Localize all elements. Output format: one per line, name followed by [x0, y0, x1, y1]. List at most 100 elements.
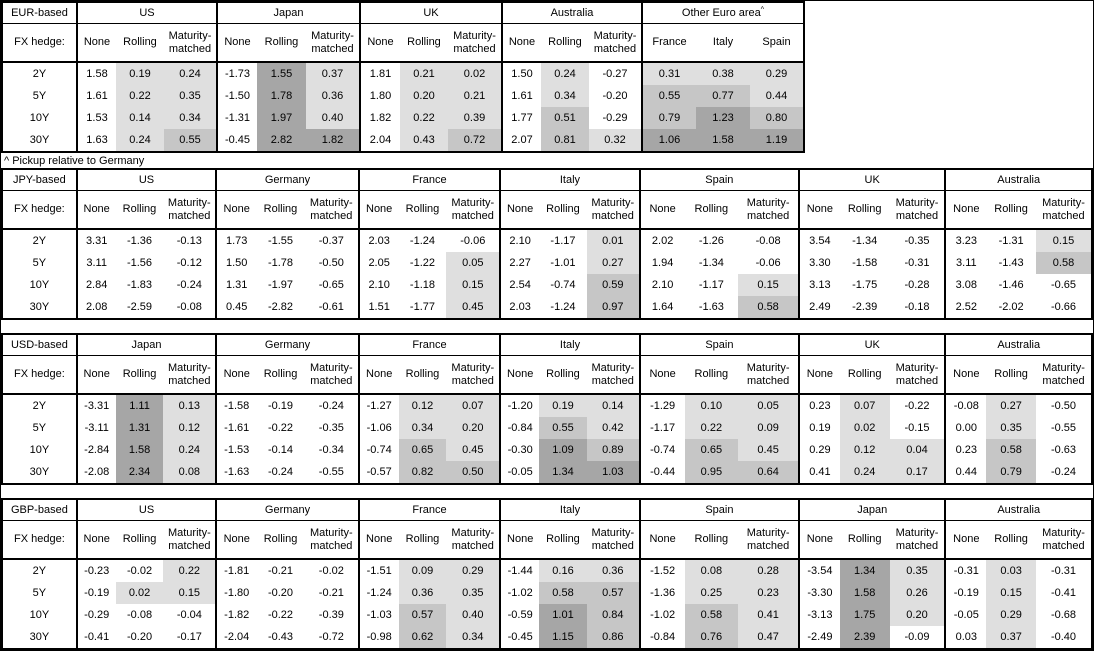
value-cell: -1.56	[115, 252, 164, 274]
eur-based-table-container: EUR-based US Japan UK Australia Other Euro ar…	[1, 1, 1093, 153]
value-cell: -1.31	[216, 107, 257, 129]
value-cell: -1.43	[986, 252, 1036, 274]
value-cell: 2.84	[75, 274, 116, 296]
hedge-col-header: None	[215, 190, 257, 230]
value-cell: -0.23	[75, 559, 116, 582]
value-cell: -0.21	[256, 559, 305, 582]
value-cell: 3.54	[797, 229, 840, 252]
hedge-col-header: None	[75, 355, 116, 395]
hedge-col-header: Maturity-matched	[163, 355, 217, 395]
value-cell: 0.15	[986, 582, 1037, 604]
value-cell: -1.17	[539, 229, 587, 252]
value-cell: 0.58	[986, 439, 1037, 461]
group-header: US	[76, 2, 217, 24]
eur-based-table: EUR-based US Japan UK Australia Other Euro ar…	[1, 1, 805, 153]
hedge-col-header: Italy	[696, 23, 750, 63]
value-cell: -1.77	[398, 296, 447, 319]
value-cell: -1.03	[357, 604, 399, 626]
hedge-col-header: None	[944, 520, 987, 560]
hedge-col-header: None	[798, 355, 840, 395]
value-cell: -0.43	[256, 626, 305, 649]
value-cell: -0.20	[589, 85, 642, 107]
value-cell: 0.35	[446, 582, 501, 604]
value-cell: -2.49	[798, 626, 840, 649]
value-cell: -0.84	[638, 626, 685, 649]
value-cell: 0.03	[944, 626, 987, 649]
value-cell: 0.44	[944, 461, 987, 484]
hedge-col-header: None	[357, 355, 399, 395]
value-cell: 2.34	[115, 461, 164, 484]
hedge-col-header: Maturity-matched	[164, 23, 217, 63]
hedge-col-header: Rolling	[116, 23, 164, 63]
value-cell: 0.24	[164, 62, 217, 85]
value-cell: -0.27	[589, 62, 642, 85]
value-cell: 0.36	[306, 85, 360, 107]
value-cell: -1.75	[839, 274, 890, 296]
value-cell: 3.11	[944, 252, 987, 274]
value-cell: -0.08	[738, 229, 799, 252]
hedge-col-header: Maturity-matched	[586, 520, 640, 560]
value-cell: -0.15	[889, 417, 946, 439]
value-cell: -0.22	[889, 394, 946, 417]
row-label: 5Y	[32, 256, 47, 269]
hedge-col-header: Maturity-matched	[889, 520, 946, 560]
value-cell: -0.08	[115, 604, 164, 626]
group-header: US	[75, 169, 217, 191]
value-cell: 0.51	[541, 107, 589, 129]
value-cell: 0.55	[539, 417, 587, 439]
group-header: Japan	[216, 2, 360, 24]
value-cell: -1.78	[256, 252, 305, 274]
value-cell: 1.06	[641, 129, 696, 152]
value-cell: -1.34	[839, 229, 890, 252]
group-header: Spain	[638, 169, 799, 191]
group-header: Italy	[499, 169, 640, 191]
hedge-col-header: None	[216, 23, 257, 63]
value-cell: -0.05	[499, 461, 540, 484]
hedge-col-header: None	[499, 355, 540, 395]
value-cell: 1.58	[115, 439, 164, 461]
jpy-based-table-container: JPY-based US Germany France Italy Spain UK Aust…	[1, 168, 1093, 320]
row-label: 10Y	[29, 278, 50, 291]
value-cell: 1.01	[539, 604, 587, 626]
hedge-col-header: Rolling	[684, 190, 739, 230]
value-cell: 0.00	[944, 417, 987, 439]
value-cell: 1.78	[257, 85, 306, 107]
value-cell: -0.14	[256, 439, 305, 461]
value-cell: 0.19	[539, 394, 587, 417]
value-cell: 0.19	[116, 62, 164, 85]
value-cell: 0.34	[541, 85, 589, 107]
group-header: Germany	[215, 169, 359, 191]
hedge-col-header: None	[357, 520, 399, 560]
spacer	[1, 485, 1093, 498]
hedge-col-header: Maturity-matched	[589, 23, 642, 63]
value-cell: 0.23	[798, 394, 840, 417]
value-cell: 1.19	[750, 129, 804, 152]
value-cell: 0.62	[398, 626, 447, 649]
hedge-col-header: Maturity-matched	[1036, 190, 1092, 230]
value-cell: -1.51	[357, 559, 399, 582]
value-cell: 0.29	[750, 62, 804, 85]
value-cell: 1.61	[76, 85, 116, 107]
value-cell: -1.52	[638, 559, 685, 582]
value-cell: 0.57	[398, 604, 447, 626]
hedge-col-header: Rolling	[839, 190, 890, 230]
value-cell: -1.26	[684, 229, 739, 252]
hedge-col-header: Maturity-matched	[163, 190, 217, 230]
value-cell: 0.79	[641, 107, 696, 129]
hedge-col-header: Spain	[750, 23, 804, 63]
value-cell: -0.34	[304, 439, 359, 461]
value-cell: 0.44	[750, 85, 804, 107]
value-cell: 1.03	[586, 461, 640, 484]
value-cell: -0.24	[163, 274, 217, 296]
value-cell: 1.61	[501, 85, 541, 107]
value-cell: -0.50	[304, 252, 359, 274]
value-cell: -1.55	[256, 229, 305, 252]
hedge-col-header: Rolling	[400, 23, 448, 63]
value-cell: 0.03	[986, 559, 1037, 582]
value-cell: -1.22	[398, 252, 447, 274]
hedge-col-header: Maturity-matched	[738, 520, 799, 560]
value-cell: -0.28	[889, 274, 946, 296]
value-cell: 0.15	[446, 274, 501, 296]
group-header: Australia	[501, 2, 642, 24]
